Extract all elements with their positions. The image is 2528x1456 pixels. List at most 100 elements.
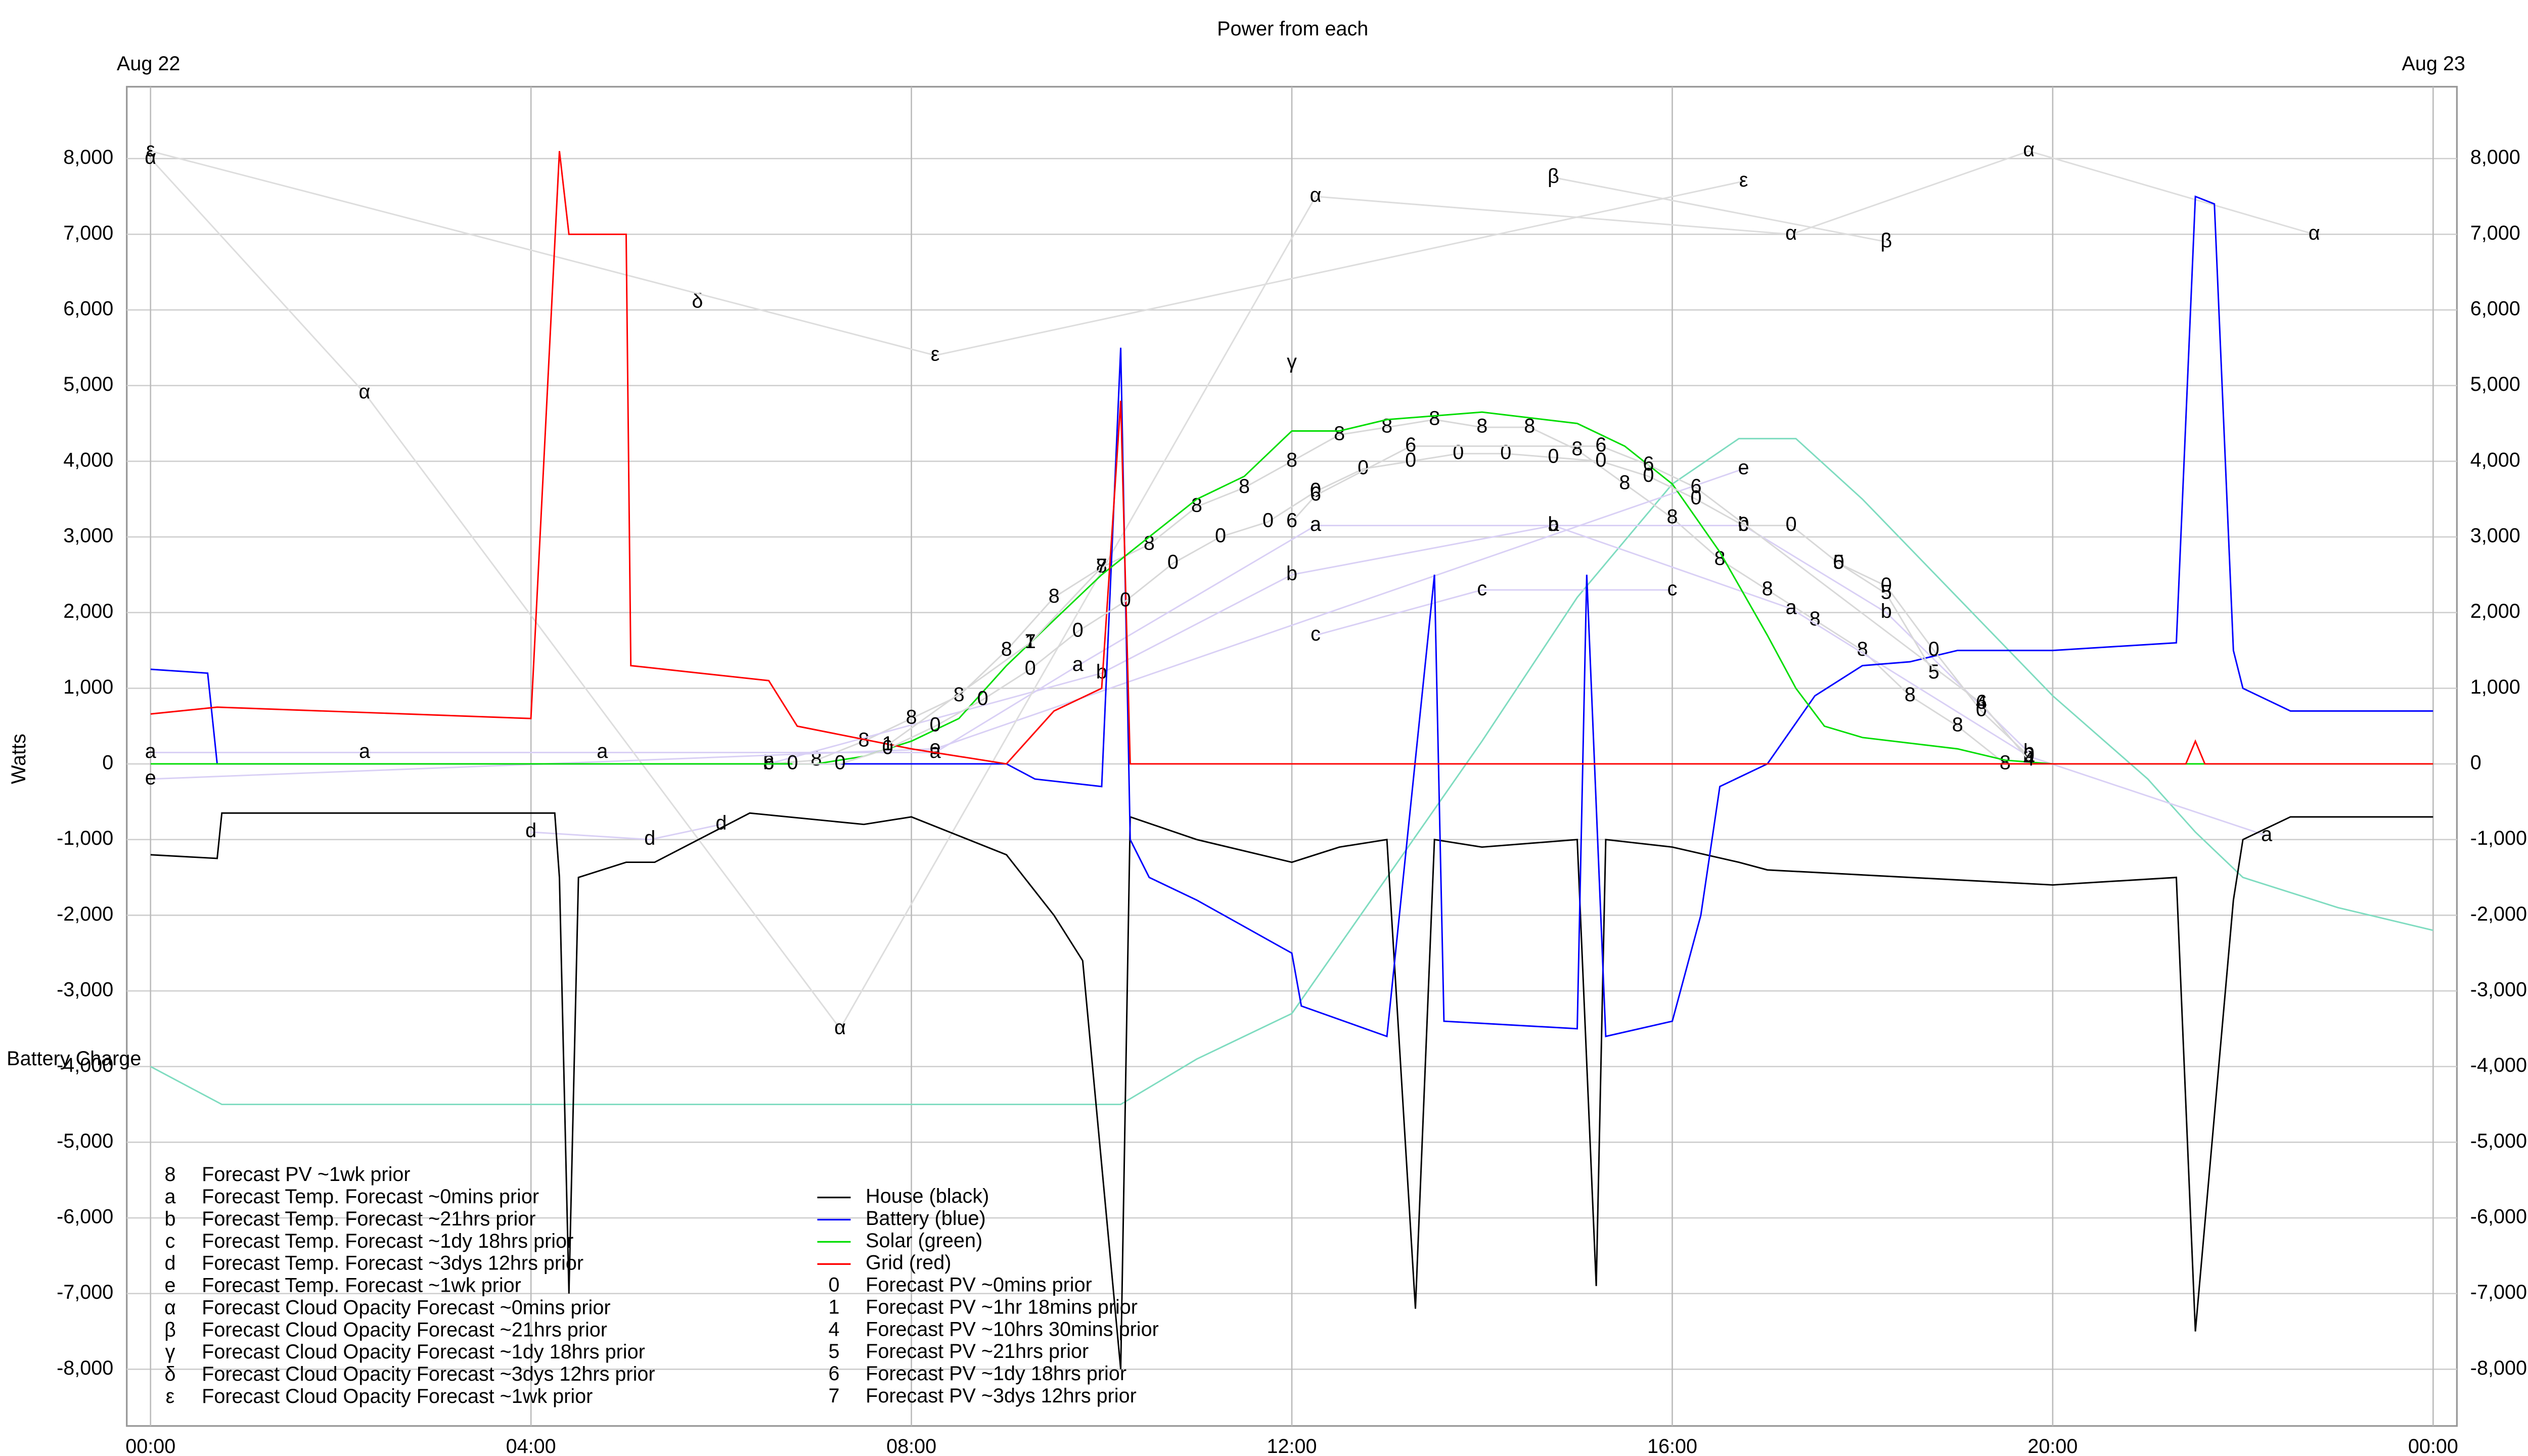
legend-label: Forecast Cloud Opacity Forecast ~1dy 18h… [202,1341,645,1363]
series-marker: 8 [2000,752,2011,774]
series-marker: 7 [1025,630,1036,653]
series-marker: 0 [1262,510,1274,532]
y-tick-label-right: 7,000 [2470,222,2520,244]
series-line [150,468,1744,780]
series-marker: β [1880,230,1892,252]
y-tick-label-right: -7,000 [2470,1281,2527,1303]
x-tick-label: 12:00 [1267,1435,1317,1456]
y-tick-label-right: 5,000 [2470,373,2520,395]
series-marker: 8 [1571,437,1583,460]
legend-symbol: 1 [828,1296,839,1318]
y-tick-label: -5,000 [57,1130,113,1152]
legend-label: Forecast Cloud Opacity Forecast ~21hrs p… [202,1318,607,1341]
series-marker: 8 [1096,555,1107,577]
series-marker: a [1072,653,1084,675]
series-line [150,151,2433,765]
series-line [150,411,2433,765]
series-marker: a [359,740,371,762]
series-marker: b [1548,513,1559,535]
series-marker: 0 [1405,449,1416,471]
series-marker: 8 [1049,585,1060,607]
y-tick-label: 1,000 [63,676,113,698]
series-marker: c [1311,623,1321,645]
y-tick-label-right: 1,000 [2470,676,2520,698]
series-marker: 0 [1595,449,1606,471]
y-tick-label: 0 [102,752,113,774]
series-marker: ε [1739,169,1748,191]
legend-symbol: b [164,1208,175,1230]
legend-label: House (black) [866,1185,989,1207]
series-line [887,642,1031,746]
series-marker: 8 [1144,532,1155,554]
series-marker: 8 [1001,638,1012,660]
series-marker: 6 [1595,434,1606,456]
series-line [769,419,2006,765]
series-marker: 8 [1524,415,1535,437]
series-marker: b [1096,661,1107,683]
series-marker: 0 [2023,744,2035,766]
y-tick-label: 5,000 [63,373,113,395]
legend-symbol: γ [165,1341,175,1363]
series-marker: b [763,752,774,774]
series-line [1553,176,1887,243]
y-tick-label-right: 3,000 [2470,525,2520,547]
series-marker: 8 [1239,475,1250,497]
series-marker: 7 [1096,555,1107,577]
series-marker: 8 [1286,449,1297,471]
battery-charge-line [150,438,2433,1106]
series-marker: 0 [977,687,988,709]
series-marker: 8 [1857,638,1868,660]
series-line [1838,563,1935,674]
series-marker: 0 [1215,525,1226,547]
series-marker: 8 [1666,506,1678,528]
series-marker: a [1548,513,1559,535]
series-line [1980,703,2030,761]
series-marker: ε [146,139,155,161]
series-marker: 8 [1381,415,1392,437]
series-line [1291,445,1982,704]
y-tick-label: 6,000 [63,298,113,320]
series-marker: 0 [1548,445,1559,467]
series-marker: 6 [1286,510,1297,532]
series-marker: α [2309,222,2320,244]
y-tick-label-right: 4,000 [2470,449,2520,471]
series-marker: γ [1287,350,1297,373]
series-marker: 0 [1025,657,1036,679]
legend-symbol: δ [164,1363,175,1385]
series-marker: 0 [1691,487,1702,509]
series-marker: 5 [1928,661,1939,683]
y-tick-label-right: -5,000 [2470,1130,2527,1152]
legend-label: Forecast PV ~0mins prior [866,1274,1092,1296]
series-marker: a [597,740,608,762]
legend-label: Forecast Temp. Forecast ~21hrs prior [202,1208,535,1230]
series-line [792,452,2029,765]
legend-label: Forecast Temp. Forecast ~3dys 12hrs prio… [202,1252,583,1275]
legend-symbol: 0 [828,1274,839,1296]
legend-label: Grid (red) [866,1252,951,1274]
series-marker: 0 [882,737,893,759]
y-tick-label: -4,000 [57,1054,113,1076]
legend-label: Forecast Temp. Forecast ~0mins prior [202,1186,539,1208]
series-marker: 8 [906,706,917,729]
series-marker: 5 [1881,581,1892,604]
series-marker: 8 [1714,547,1726,569]
legend-label: Forecast Temp. Forecast ~1wk prior [202,1275,521,1297]
series-marker: e [1738,457,1749,479]
series-marker: d [715,812,727,834]
series-marker: c [1477,577,1487,600]
series-marker: d [525,820,536,842]
series-marker: 8 [1334,422,1345,444]
series-marker: 4 [2023,748,2035,770]
series-marker: 0 [1453,441,1464,464]
series-marker: 8 [763,752,774,774]
series-marker: 8 [1952,714,1963,736]
series-marker: a [1786,597,1797,619]
legend-symbol: e [164,1275,175,1297]
series-marker: 6 [1405,434,1416,456]
legend-label: Forecast Cloud Opacity Forecast ~0mins p… [202,1296,610,1318]
series-marker: α [1310,184,1322,206]
y-tick-label-right: -1,000 [2470,827,2527,849]
series-marker: 0 [1072,619,1084,642]
y-axis-label: Watts [8,734,30,784]
